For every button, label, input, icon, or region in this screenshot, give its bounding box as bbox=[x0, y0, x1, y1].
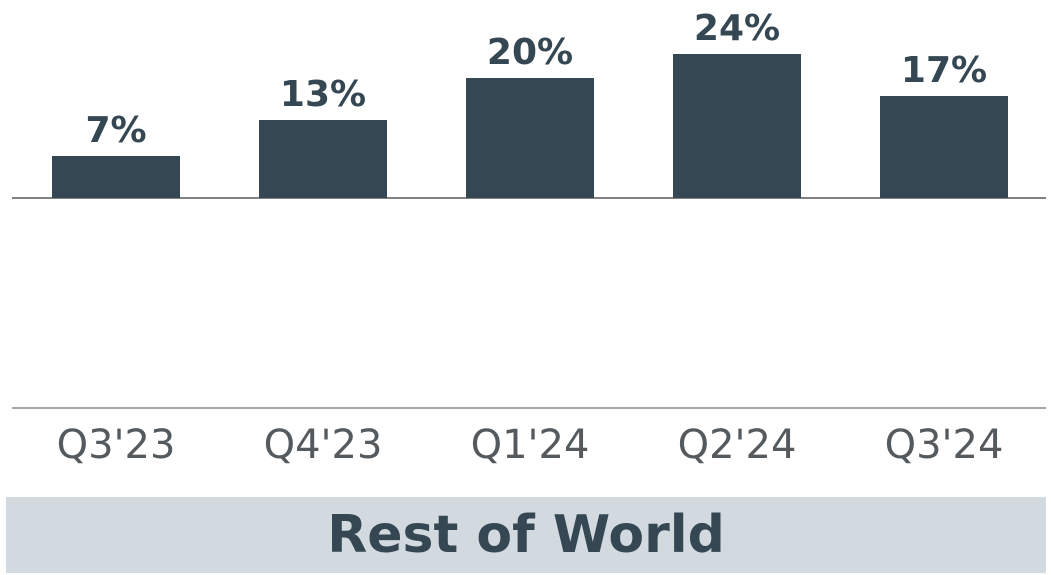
value-label-q1-24: 20% bbox=[487, 32, 573, 73]
x-tick-q2-24: Q2'24 bbox=[678, 422, 797, 468]
bar-q3-23 bbox=[52, 156, 180, 198]
value-label-q4-23: 13% bbox=[280, 74, 366, 115]
chart-title: Rest of World bbox=[327, 505, 725, 565]
chart-title-band: Rest of World bbox=[6, 497, 1046, 573]
bar-q3-24 bbox=[880, 96, 1008, 198]
bar-q4-23 bbox=[259, 120, 387, 198]
x-tick-q1-24: Q1'24 bbox=[471, 422, 590, 468]
value-label-q3-23: 7% bbox=[85, 110, 146, 151]
value-label-q2-24: 24% bbox=[694, 8, 780, 49]
bar-q2-24 bbox=[673, 54, 801, 198]
value-labels-group: 7% 13% 20% 24% 17% bbox=[85, 8, 987, 151]
value-label-q3-24: 17% bbox=[901, 50, 987, 91]
x-tick-labels-group: Q3'23 Q4'23 Q1'24 Q2'24 Q3'24 bbox=[57, 422, 1004, 468]
x-tick-q4-23: Q4'23 bbox=[264, 422, 383, 468]
x-tick-q3-24: Q3'24 bbox=[885, 422, 1004, 468]
x-tick-q3-23: Q3'23 bbox=[57, 422, 176, 468]
bar-q1-24 bbox=[466, 78, 594, 198]
bars-group bbox=[52, 54, 1008, 198]
